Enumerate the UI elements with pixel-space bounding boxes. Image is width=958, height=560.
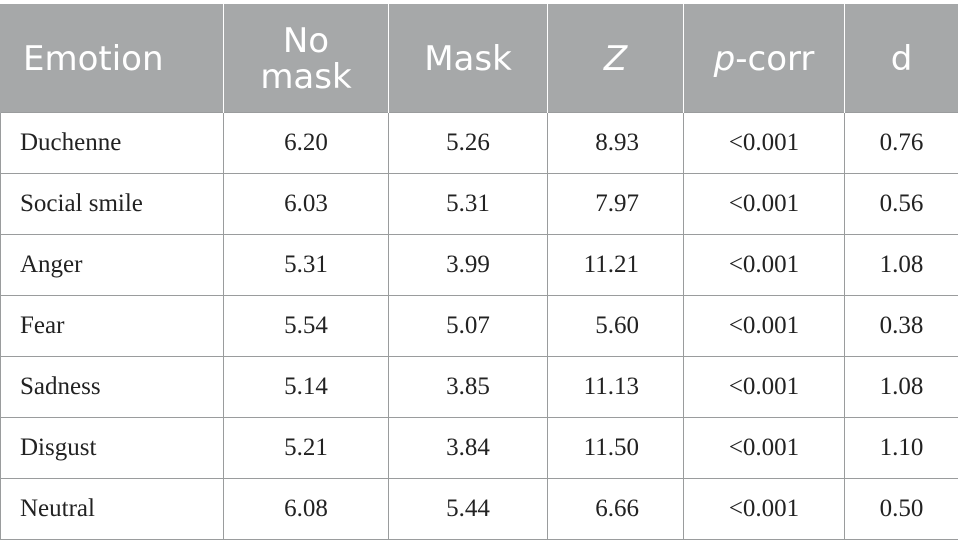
cell-d: 1.08 [844, 356, 958, 418]
cell-z: 7.97 [547, 173, 684, 235]
cell-p-corr: <0.001 [683, 478, 845, 540]
cell-z: 8.93 [547, 112, 684, 174]
header-mask: Mask [388, 4, 548, 113]
cell-emotion: Sadness [0, 356, 224, 418]
header-emotion: Emotion [0, 4, 224, 113]
cell-d: 1.08 [844, 234, 958, 296]
header-row: Emotion No mask Mask Z p-corr d [0, 4, 958, 113]
table-row: Disgust 5.21 3.84 11.50 <0.001 1.10 [0, 417, 958, 479]
header-p-corr-suffix: -corr [735, 38, 815, 79]
cell-emotion: Disgust [0, 417, 224, 479]
header-p-corr: p-corr [683, 4, 845, 113]
table-row: Sadness 5.14 3.85 11.13 <0.001 1.08 [0, 356, 958, 418]
cell-mask: 3.85 [388, 356, 548, 418]
cell-z: 6.66 [547, 478, 684, 540]
table-row: Duchenne 6.20 5.26 8.93 <0.001 0.76 [0, 112, 958, 174]
cell-emotion: Anger [0, 234, 224, 296]
header-no-mask: No mask [223, 4, 389, 113]
header-d: d [844, 4, 958, 113]
cell-d: 0.50 [844, 478, 958, 540]
results-table-container: Emotion No mask Mask Z p-corr d Duc [0, 4, 958, 540]
cell-z: 5.60 [547, 295, 684, 357]
cell-emotion: Neutral [0, 478, 224, 540]
cell-no-mask: 5.14 [223, 356, 389, 418]
table-header: Emotion No mask Mask Z p-corr d [0, 4, 958, 113]
cell-no-mask: 6.03 [223, 173, 389, 235]
cell-no-mask: 5.31 [223, 234, 389, 296]
header-z: Z [547, 4, 684, 113]
cell-p-corr: <0.001 [683, 417, 845, 479]
cell-emotion: Duchenne [0, 112, 224, 174]
header-no-mask-label: No mask [260, 20, 352, 97]
cell-emotion: Fear [0, 295, 224, 357]
cell-emotion: Social smile [0, 173, 224, 235]
header-d-label: d [890, 38, 913, 79]
cell-p-corr: <0.001 [683, 295, 845, 357]
cell-no-mask: 5.54 [223, 295, 389, 357]
cell-p-corr: <0.001 [683, 173, 845, 235]
table-row: Neutral 6.08 5.44 6.66 <0.001 0.50 [0, 478, 958, 540]
table-row: Anger 5.31 3.99 11.21 <0.001 1.08 [0, 234, 958, 296]
cell-mask: 5.44 [388, 478, 548, 540]
cell-mask: 3.84 [388, 417, 548, 479]
cell-no-mask: 6.20 [223, 112, 389, 174]
cell-d: 0.56 [844, 173, 958, 235]
table-body: Duchenne 6.20 5.26 8.93 <0.001 0.76 Social smi… [0, 112, 958, 540]
cell-p-corr: <0.001 [683, 112, 845, 174]
header-emotion-label: Emotion [23, 38, 164, 79]
cell-mask: 5.07 [388, 295, 548, 357]
cell-no-mask: 5.21 [223, 417, 389, 479]
table-row: Fear 5.54 5.07 5.60 <0.001 0.38 [0, 295, 958, 357]
results-table: Emotion No mask Mask Z p-corr d Duc [0, 4, 958, 540]
header-p-letter: p [713, 38, 736, 79]
header-mask-label: Mask [424, 38, 512, 79]
table-row: Social smile 6.03 5.31 7.97 <0.001 0.56 [0, 173, 958, 235]
cell-d: 0.38 [844, 295, 958, 357]
cell-p-corr: <0.001 [683, 356, 845, 418]
header-z-label: Z [603, 38, 628, 79]
cell-p-corr: <0.001 [683, 234, 845, 296]
cell-no-mask: 6.08 [223, 478, 389, 540]
cell-mask: 3.99 [388, 234, 548, 296]
cell-z: 11.21 [547, 234, 684, 296]
cell-z: 11.50 [547, 417, 684, 479]
cell-d: 0.76 [844, 112, 958, 174]
cell-d: 1.10 [844, 417, 958, 479]
cell-mask: 5.26 [388, 112, 548, 174]
cell-z: 11.13 [547, 356, 684, 418]
cell-mask: 5.31 [388, 173, 548, 235]
